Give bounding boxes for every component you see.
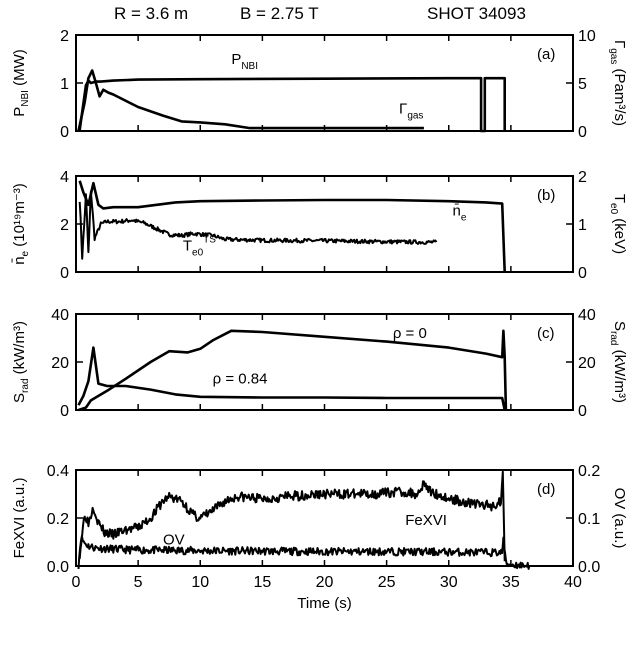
series-line: [77, 346, 506, 411]
series-line: [77, 69, 424, 132]
y-tick-label-left: 0.0: [47, 559, 69, 576]
y-tick-label-left: 0: [60, 265, 69, 282]
y-tick-label-right: 0.0: [578, 559, 600, 576]
y-tick-label-right: 0: [578, 265, 587, 282]
series-label: ρ = 0.84: [213, 371, 268, 388]
series-line: [78, 190, 438, 260]
y-tick-label-right: 2: [578, 169, 587, 186]
series-label: Te0TS: [183, 234, 216, 258]
panel-tag: (b): [537, 187, 555, 204]
y-tick-label-right: 1: [578, 217, 587, 234]
y-tick-label-left: 0: [60, 124, 69, 141]
panel-tag: (a): [537, 46, 555, 63]
y-tick-label-left: 4: [60, 169, 69, 186]
header-shot: SHOT 34093: [427, 4, 526, 23]
y-axis-label-left: FeXVI (a.u.): [11, 478, 28, 559]
series-label: PNBI: [231, 51, 258, 72]
y-tick-label-right: 40: [578, 307, 596, 324]
series-label: OV: [163, 531, 185, 548]
y-tick-label-right: 0.2: [578, 463, 600, 480]
series-line: [78, 76, 507, 133]
y-axis-label-right: Srad (kW/m³): [608, 321, 628, 403]
x-tick-label: 35: [502, 574, 520, 591]
series-label: FeXVI: [405, 512, 447, 529]
y-axis-label-left: n̄e (10¹⁹m⁻³): [11, 183, 31, 265]
y-tick-label-left: 0.2: [47, 511, 69, 528]
header-radius: R = 3.6 m: [114, 4, 189, 23]
y-tick-label-left: 0: [60, 403, 69, 420]
x-tick-label: 5: [134, 574, 143, 591]
series-line: [78, 470, 506, 562]
y-tick-label-left: 20: [51, 355, 69, 372]
y-tick-label-right: 0.1: [578, 511, 600, 528]
y-tick-label-right: 0: [578, 124, 587, 141]
series-label: Γgas: [399, 101, 423, 122]
x-tick-label: 15: [253, 574, 271, 591]
y-axis-label-right: Te0 (keV): [608, 194, 628, 254]
series-label: ρ = 0: [393, 325, 427, 342]
header-field: B = 2.75 T: [240, 4, 319, 23]
x-tick-label: 30: [440, 574, 458, 591]
y-axis-label-left: PNBI (MW): [11, 49, 31, 117]
x-axis-label: Time (s): [297, 595, 351, 612]
y-tick-label-right: 0: [578, 403, 587, 420]
y-tick-label-left: 0.4: [47, 463, 69, 480]
y-axis-label-right: OV (a.u.): [611, 488, 628, 549]
y-tick-label-right: 10: [578, 28, 596, 45]
y-tick-label-left: 2: [60, 217, 69, 234]
y-axis-label-left: Srad (kW/m³): [11, 321, 31, 403]
x-tick-label: 25: [378, 574, 396, 591]
y-tick-label-left: 1: [60, 76, 69, 93]
series-line: [77, 534, 531, 570]
y-axis-label-right: Γgas (Pam³/s): [608, 40, 628, 126]
series-line: [78, 180, 506, 273]
x-tick-label: 40: [564, 574, 582, 591]
y-tick-label-right: 5: [578, 76, 587, 93]
x-tick-label: 0: [72, 574, 81, 591]
series-line: [78, 329, 508, 412]
panel-tag: (d): [537, 481, 555, 498]
panel-frame: [75, 34, 574, 132]
y-tick-label-left: 2: [60, 28, 69, 45]
panel-tag: (c): [537, 325, 555, 342]
x-tick-label: 20: [316, 574, 334, 591]
series-label: n̄e: [452, 203, 466, 224]
x-tick-label: 10: [191, 574, 209, 591]
y-tick-label-left: 40: [51, 307, 69, 324]
y-tick-label-right: 20: [578, 355, 596, 372]
